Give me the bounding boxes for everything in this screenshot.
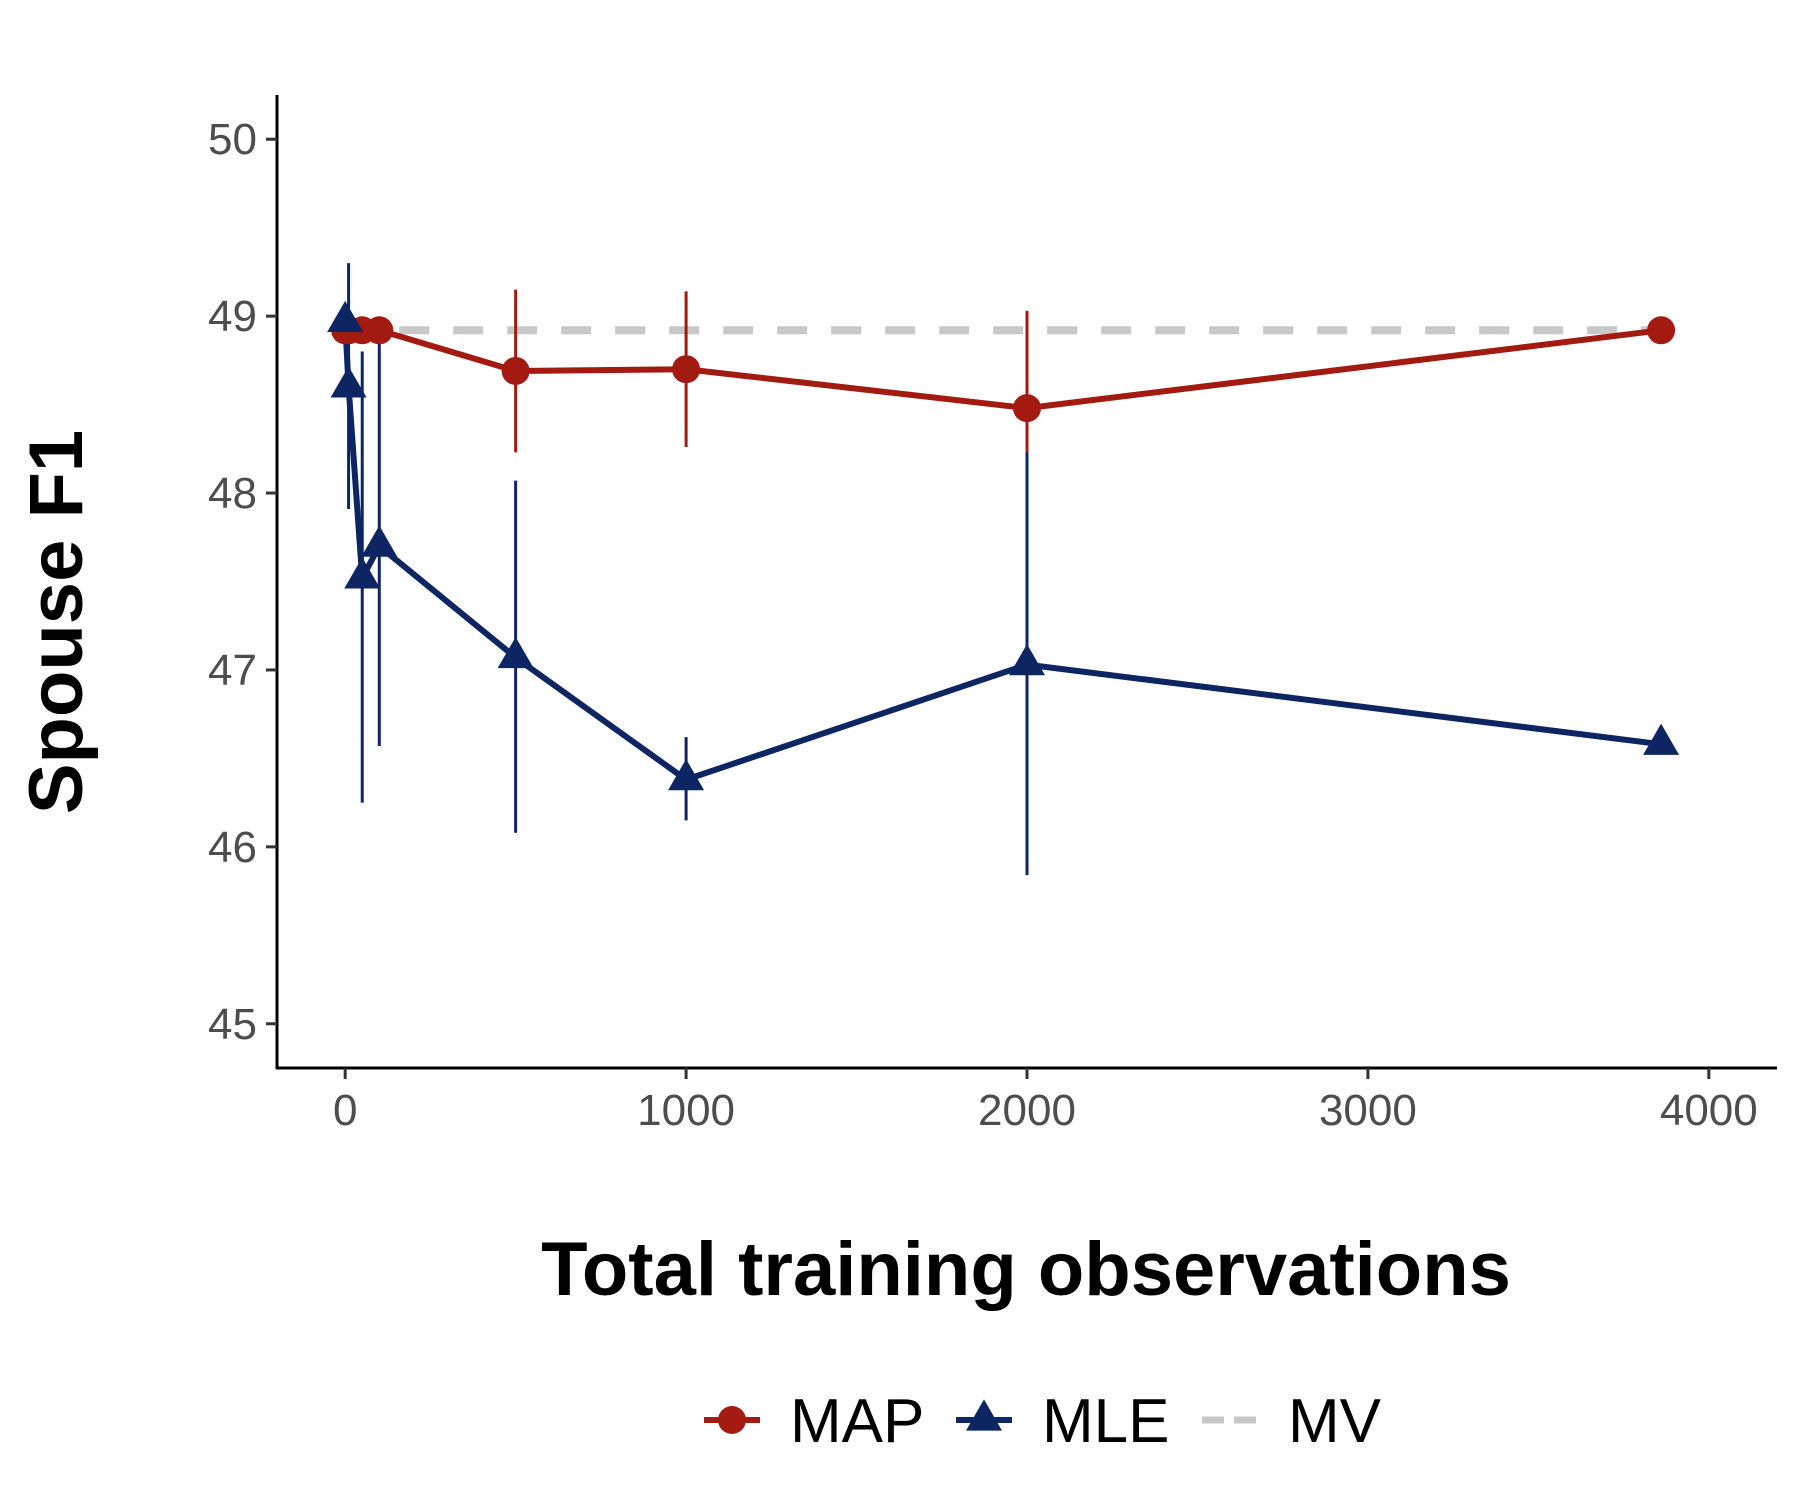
data-point-mle (1009, 644, 1045, 676)
data-point-mle (361, 525, 398, 557)
y-tick-label: 45 (208, 1000, 257, 1049)
x-tick-label: 2000 (978, 1086, 1076, 1135)
series-line-map (345, 327, 1662, 412)
data-point-mle (344, 557, 381, 589)
legend-label-mle: MLE (1042, 1387, 1169, 1456)
series-line-mle (342, 321, 1662, 783)
data-point-map (1647, 316, 1676, 345)
data-point-mle (330, 366, 367, 398)
x-axis-title: Total training observations (541, 1227, 1511, 1312)
y-tick-label: 46 (208, 823, 257, 872)
data-point-map (365, 316, 394, 345)
x-tick-label: 4000 (1660, 1086, 1758, 1135)
x-tick-label: 0 (333, 1086, 357, 1135)
legend-key-marker-mle (966, 1399, 1002, 1431)
y-tick-label: 50 (208, 115, 257, 164)
series-lines (342, 321, 1662, 783)
data-point-mle (1643, 723, 1680, 755)
data-point-mle (327, 300, 364, 333)
data-point-mle (497, 636, 534, 669)
data-point-map (501, 356, 530, 385)
y-tick-label: 49 (208, 292, 257, 341)
axes (266, 95, 1777, 1079)
series-markers (327, 300, 1680, 791)
legend-key-marker-map (718, 1406, 746, 1434)
legend-label-map: MAP (790, 1387, 924, 1456)
y-tick-label: 47 (208, 646, 257, 695)
y-tick-label: 48 (208, 469, 257, 518)
x-tick-label: 3000 (1319, 1086, 1417, 1135)
y-axis-title: Spouse F1 (14, 430, 99, 814)
legend-label-mv: MV (1288, 1387, 1382, 1456)
data-point-map (1013, 394, 1041, 423)
legend: MAP MLE MV (704, 1387, 1382, 1456)
x-tick-label: 1000 (637, 1086, 735, 1135)
data-point-map (672, 355, 701, 384)
axis-text: Spouse F1 Total training observations 45… (14, 115, 1758, 1312)
data-point-mle (668, 759, 705, 791)
